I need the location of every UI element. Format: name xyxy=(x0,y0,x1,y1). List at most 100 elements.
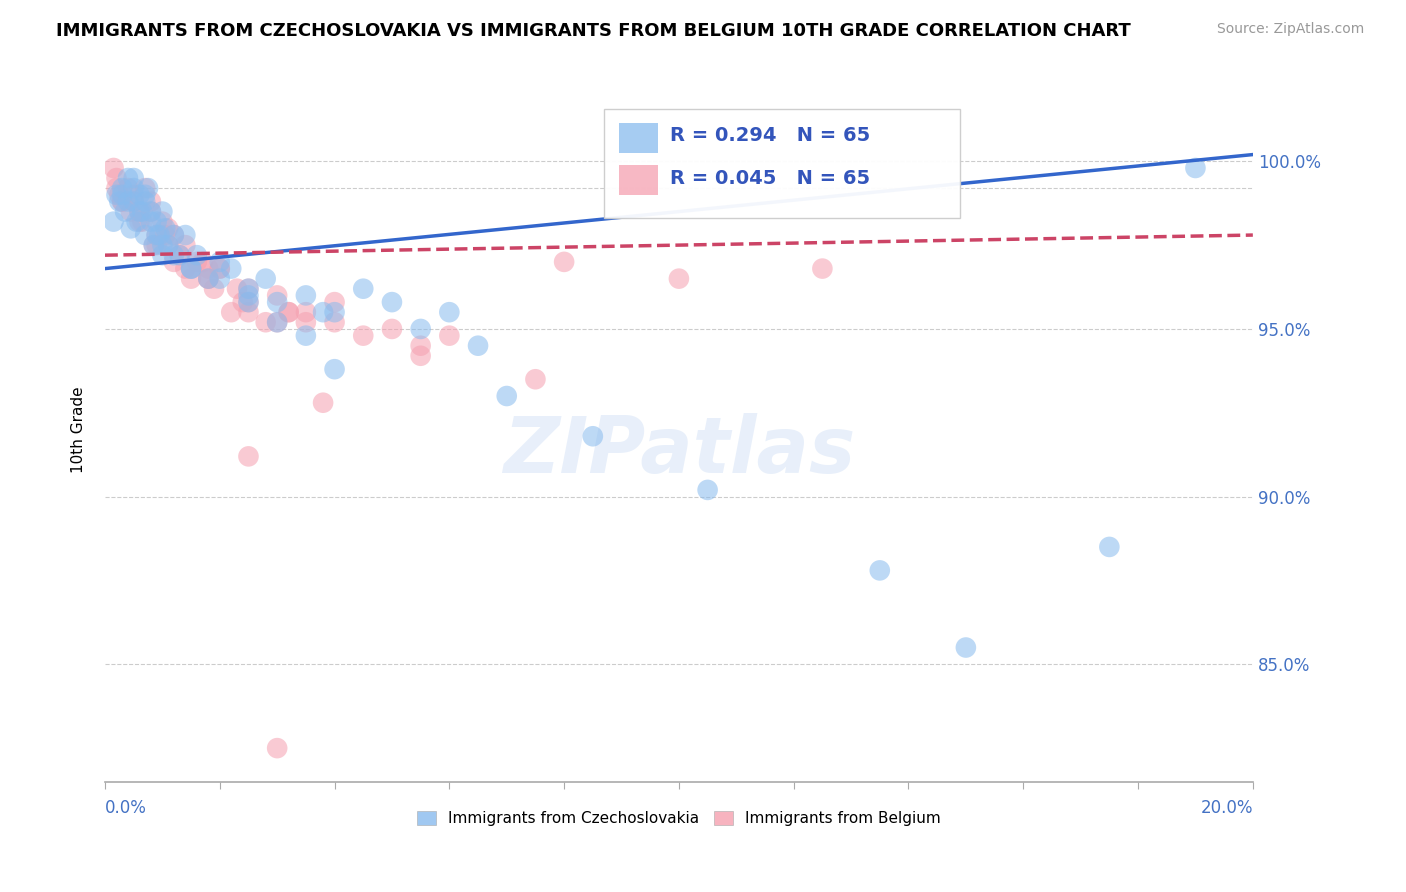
Point xyxy=(553,255,575,269)
Point xyxy=(323,305,346,319)
Point xyxy=(409,339,432,353)
Point xyxy=(155,221,177,235)
Point xyxy=(131,204,153,219)
Point xyxy=(219,305,242,319)
Point xyxy=(180,271,202,285)
Point xyxy=(197,271,219,285)
Point xyxy=(266,741,288,756)
Point xyxy=(122,187,145,202)
Point xyxy=(174,261,197,276)
Point xyxy=(128,214,150,228)
Point xyxy=(136,181,159,195)
Point xyxy=(439,328,461,343)
Point xyxy=(208,261,231,276)
Point xyxy=(208,255,231,269)
Point xyxy=(108,187,131,202)
Point xyxy=(139,204,162,219)
Point xyxy=(266,315,288,329)
Point xyxy=(128,204,150,219)
Point xyxy=(869,563,891,577)
Point xyxy=(295,305,318,319)
Point xyxy=(128,187,150,202)
Point xyxy=(150,248,173,262)
Point xyxy=(120,221,142,235)
Point xyxy=(157,238,180,252)
Point xyxy=(103,214,125,228)
Y-axis label: 10th Grade: 10th Grade xyxy=(72,386,86,473)
Point xyxy=(125,214,148,228)
FancyBboxPatch shape xyxy=(619,123,658,153)
Point xyxy=(142,238,165,252)
Point xyxy=(163,248,186,262)
Point xyxy=(180,261,202,276)
Point xyxy=(277,305,299,319)
Point xyxy=(169,248,191,262)
Point xyxy=(120,204,142,219)
FancyBboxPatch shape xyxy=(619,166,658,195)
Point xyxy=(811,261,834,276)
Point xyxy=(134,228,156,243)
Point xyxy=(696,483,718,497)
Point xyxy=(122,181,145,195)
Point xyxy=(238,450,260,464)
Point xyxy=(238,305,260,319)
Point xyxy=(145,228,167,243)
Point xyxy=(381,295,404,310)
Point xyxy=(238,282,260,296)
Point xyxy=(238,288,260,302)
Point xyxy=(150,204,173,219)
Point xyxy=(266,295,288,310)
Point xyxy=(202,282,225,296)
Point xyxy=(117,181,139,195)
Text: R = 0.294   N = 65: R = 0.294 N = 65 xyxy=(669,127,870,145)
Point xyxy=(381,322,404,336)
Point xyxy=(277,305,299,319)
Text: 0.0%: 0.0% xyxy=(105,799,146,817)
Point xyxy=(186,248,208,262)
Point xyxy=(134,187,156,202)
Point xyxy=(180,261,202,276)
Point xyxy=(254,315,277,329)
Point xyxy=(582,429,605,443)
Point xyxy=(105,171,128,186)
Point xyxy=(108,194,131,209)
Point xyxy=(312,305,335,319)
Point xyxy=(157,238,180,252)
Point xyxy=(955,640,977,655)
Point xyxy=(122,171,145,186)
Text: R = 0.045   N = 65: R = 0.045 N = 65 xyxy=(669,169,870,187)
Point xyxy=(145,214,167,228)
Point xyxy=(155,228,177,243)
Point xyxy=(208,261,231,276)
Point xyxy=(295,288,318,302)
Point xyxy=(467,339,489,353)
Point xyxy=(197,271,219,285)
Point xyxy=(139,204,162,219)
FancyBboxPatch shape xyxy=(605,109,960,219)
Point xyxy=(323,315,346,329)
Point xyxy=(219,261,242,276)
Point xyxy=(174,238,197,252)
Point xyxy=(254,271,277,285)
Point xyxy=(1098,540,1121,554)
Point xyxy=(111,194,134,209)
Point xyxy=(163,228,186,243)
Point xyxy=(186,255,208,269)
Point xyxy=(117,194,139,209)
Point xyxy=(180,261,202,276)
Point xyxy=(142,238,165,252)
Text: IMMIGRANTS FROM CZECHOSLOVAKIA VS IMMIGRANTS FROM BELGIUM 10TH GRADE CORRELATION: IMMIGRANTS FROM CZECHOSLOVAKIA VS IMMIGR… xyxy=(56,22,1130,40)
Point xyxy=(323,295,346,310)
Point xyxy=(295,328,318,343)
Point xyxy=(266,315,288,329)
Point xyxy=(668,271,690,285)
Point xyxy=(295,315,318,329)
Point xyxy=(134,194,156,209)
Point xyxy=(238,295,260,310)
Point xyxy=(117,171,139,186)
Point xyxy=(139,194,162,209)
Point xyxy=(208,271,231,285)
Point xyxy=(139,214,162,228)
Point xyxy=(111,194,134,209)
Point xyxy=(150,214,173,228)
